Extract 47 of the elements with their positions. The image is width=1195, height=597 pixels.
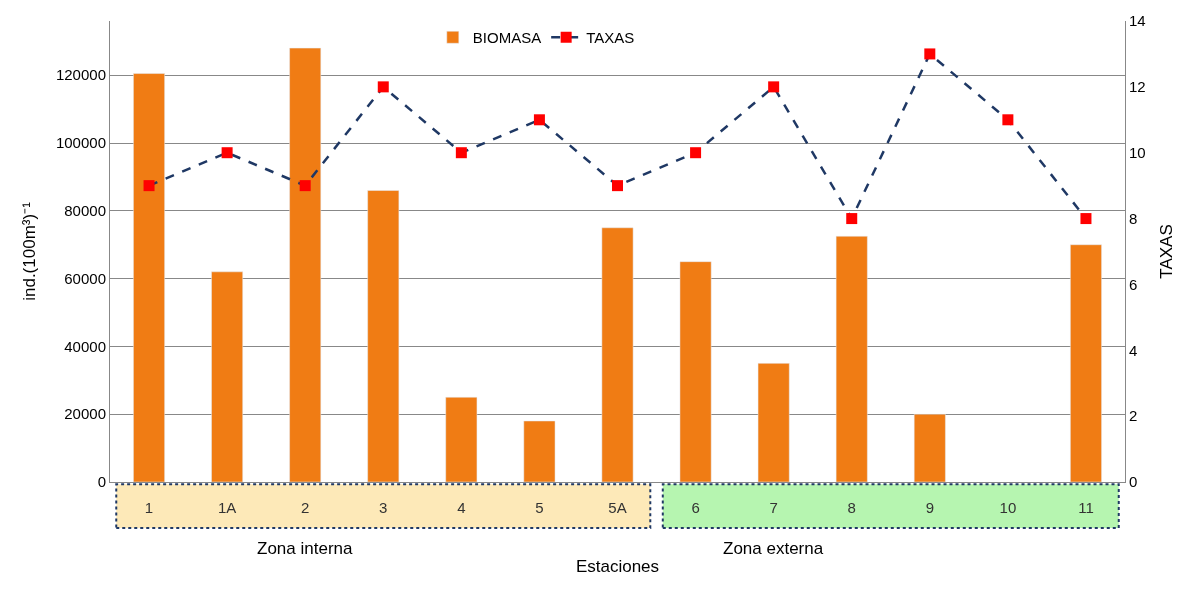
y2-tick-label: 0 [1129,473,1138,491]
y2-tick-label: 2 [1129,407,1138,425]
bar [913,413,946,482]
bar [757,363,790,482]
y-tick-label: 100000 [55,134,106,152]
x-tick-label: 4 [457,499,466,516]
y-tick-label: 60000 [64,269,106,287]
y2-tick-label: 14 [1129,12,1146,30]
y2-tick-label: 12 [1129,78,1146,96]
y-tick-label: 20000 [64,405,106,423]
y-tick-label: 40000 [64,337,106,355]
legend-label: TAXAS [586,29,635,47]
bar [211,271,243,482]
x-tick-label: 10 [999,499,1017,516]
text: Zona interna [257,539,353,558]
bar [835,236,868,482]
x-tick-label: 3 [379,499,388,516]
x-tick-label: 11 [1078,499,1094,516]
x-tick-label: 1A [217,499,237,516]
x-tick-label: 5 [535,499,544,516]
y2-axis-title: TAXAS [1157,224,1177,279]
x-tick-label: 8 [847,499,856,516]
bar [601,227,634,482]
x-tick-label: 5A [608,499,627,516]
y2-tick-label: 10 [1129,143,1146,161]
bar [367,190,400,482]
x-tick-label: 9 [925,499,934,516]
y2-tick-label: 4 [1129,341,1138,359]
bar [133,73,165,482]
bar [445,397,478,482]
bar [289,47,322,482]
bar [1070,244,1102,482]
y2-tick-label: 8 [1129,209,1138,227]
x-tick-label: 2 [301,499,310,516]
y2-tick-label: 6 [1129,275,1138,293]
bar [523,420,556,482]
y-axis-title: ind.(100m³)⁻¹ [20,201,40,301]
y-tick-label: 80000 [64,202,106,220]
x-tick-label: 1 [144,499,154,516]
text: Zona externa [723,539,824,558]
legend-label: BIOMASA [472,29,542,47]
bar [679,261,712,482]
x-axis-title: Estaciones [575,557,660,577]
y-tick-label: 0 [97,473,106,491]
y-tick-label: 120000 [55,66,106,84]
x-tick-label: 7 [769,499,778,516]
x-tick-label: 6 [691,499,700,516]
